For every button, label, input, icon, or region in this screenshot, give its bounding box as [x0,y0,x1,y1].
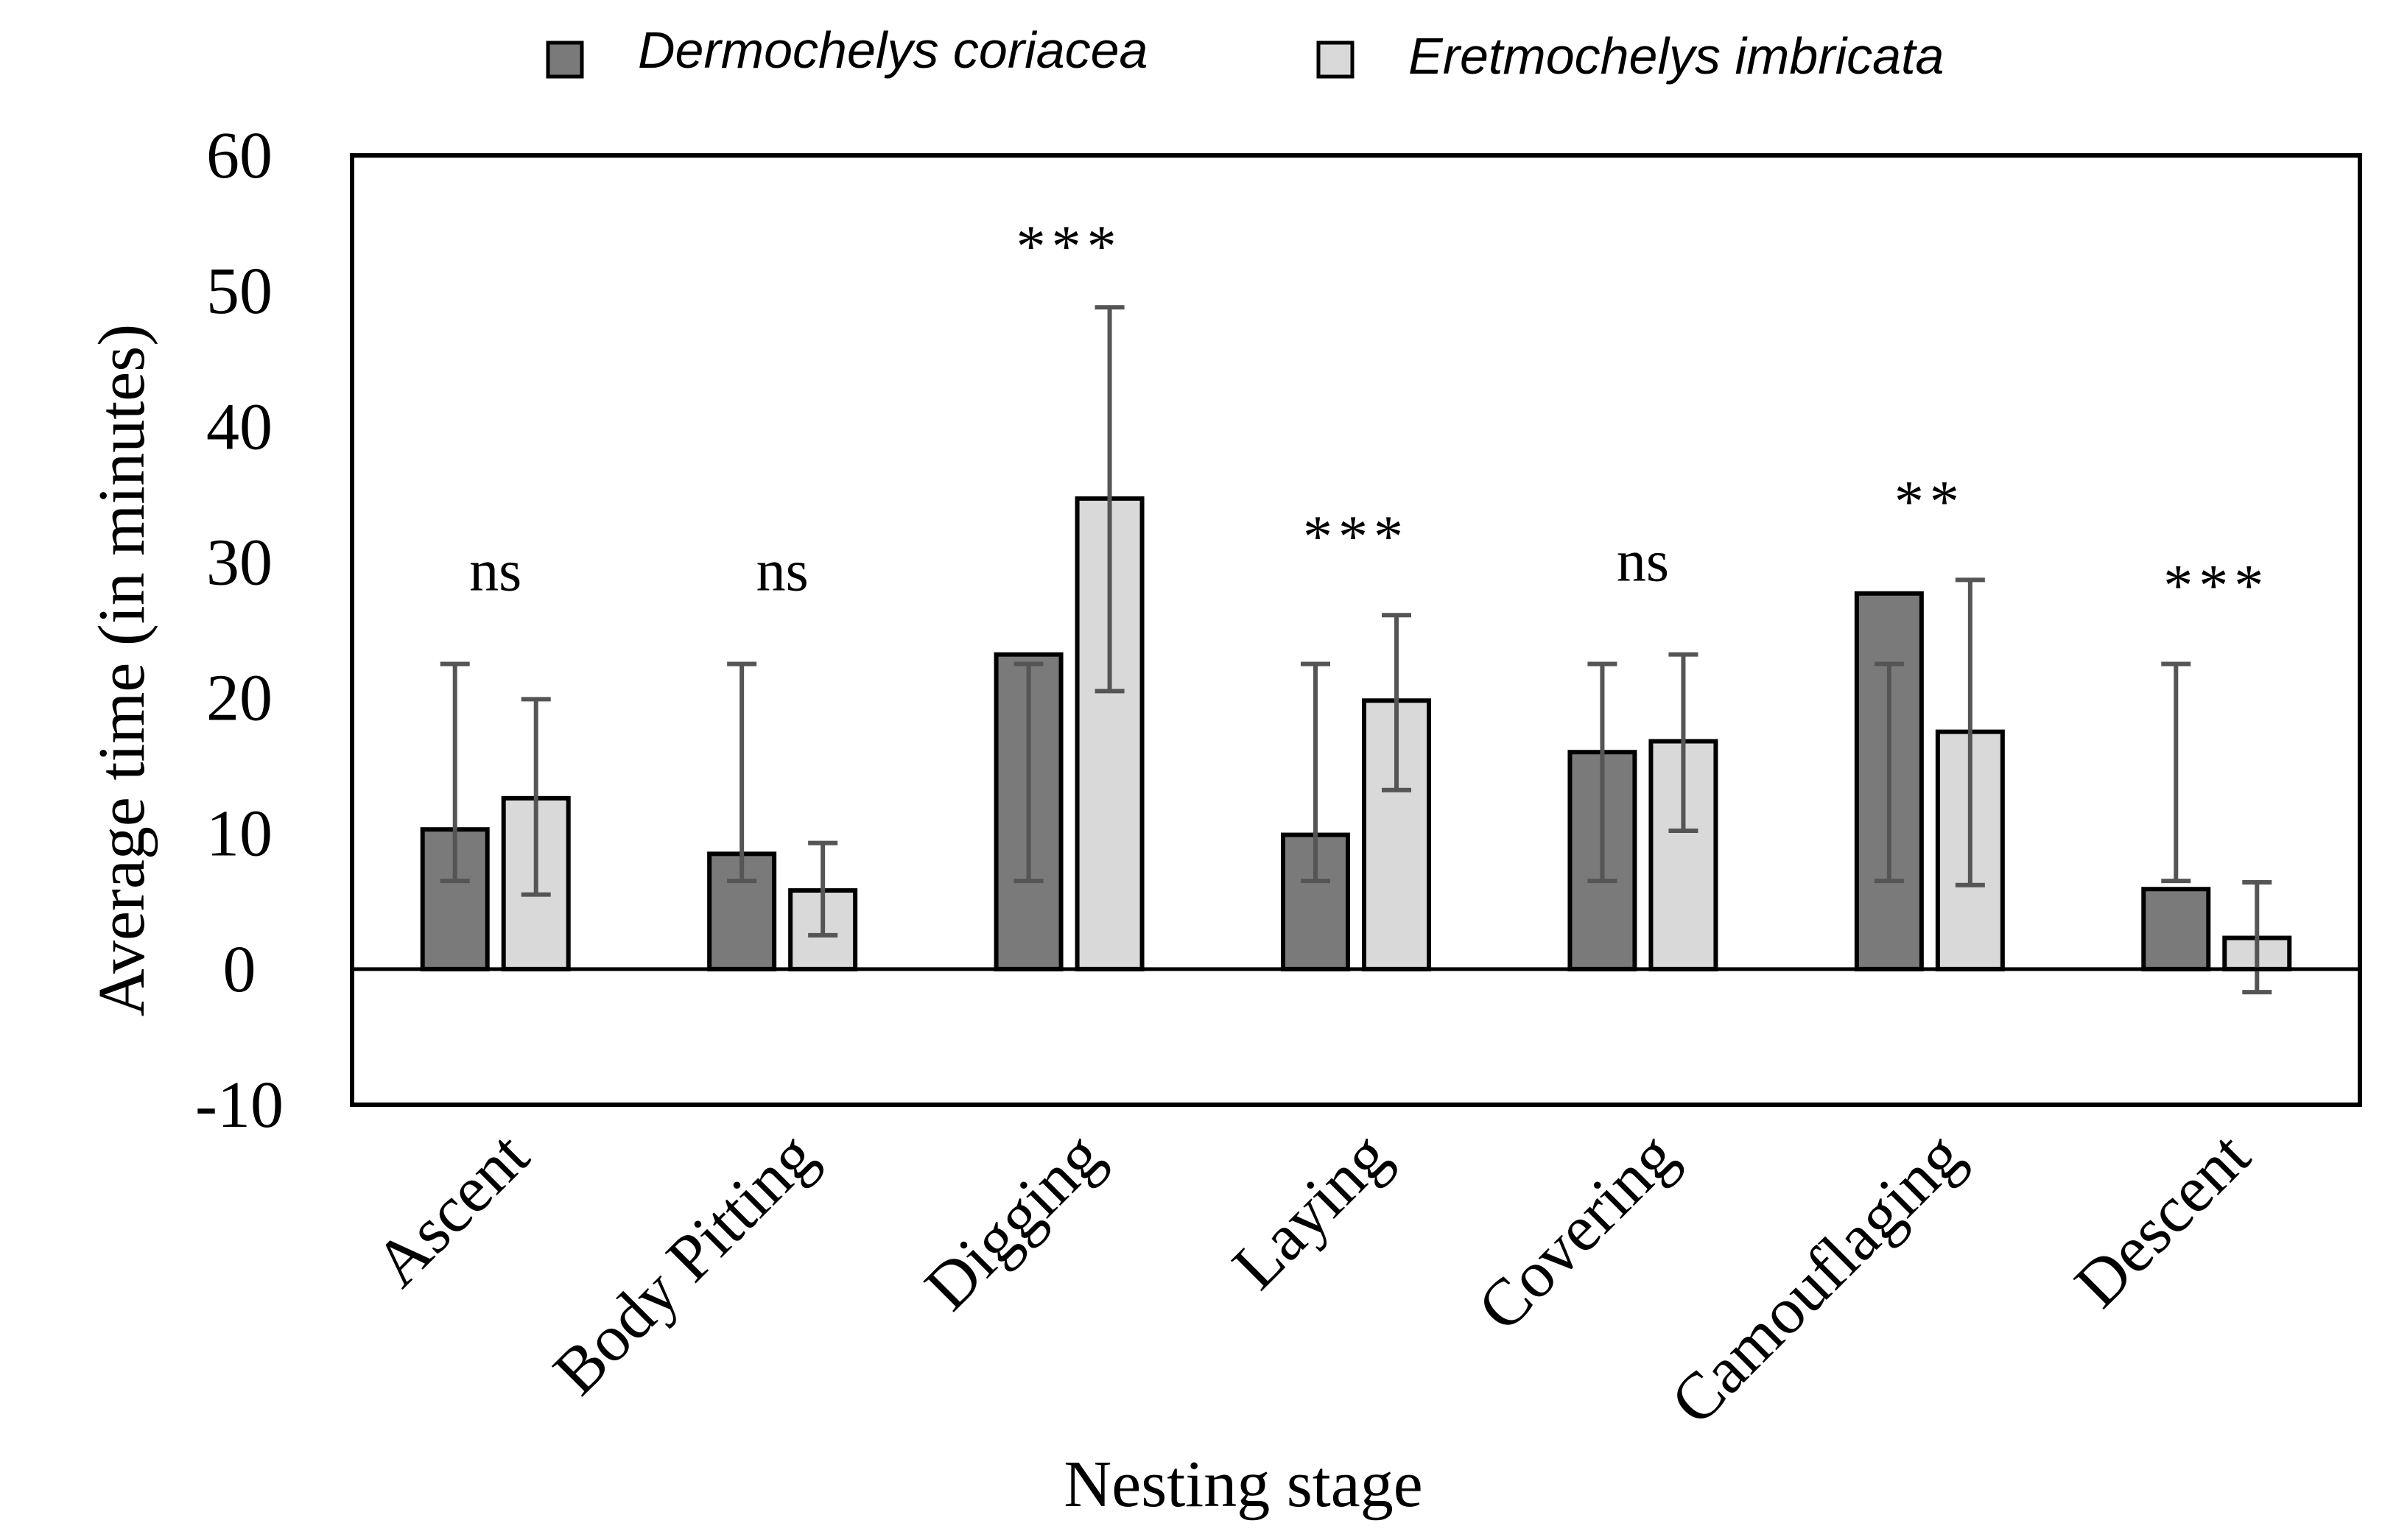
error-bar [1587,661,1617,884]
error-bar [1013,661,1044,884]
significance-label: ns [469,539,521,604]
x-tick-label: Laying [1219,1119,1403,1303]
y-tick-label: 50 [206,255,273,328]
y-tick-labels: -10 0 10 20 30 40 50 60 [195,119,284,1142]
legend-swatch-eretmochelys [1316,41,1355,79]
plot-frame [350,153,2362,1107]
legend-swatch-dermochelys [546,41,584,79]
significance-labels: ns ns****** ns***** [469,214,2269,619]
legend: Dermochelys coriacea Eretmochelys imbric… [546,21,1944,85]
x-tick-label: Covering [1464,1119,1690,1345]
x-tick-label: Descent [2061,1119,2263,1321]
bar-dermochelys [2141,887,2211,971]
error-bar [2242,880,2272,995]
error-bar [808,840,838,938]
y-tick-label: 0 [223,933,256,1006]
error-bar [1874,661,1904,884]
legend-label-eretmochelys: Eretmochelys imbricata [1408,27,1944,85]
error-bar [1668,652,1698,834]
error-bar [2161,661,2191,884]
x-axis-title: Nesting stage [1064,1448,1422,1521]
x-tick-label: Ascent [361,1119,543,1301]
error-bars [440,305,2272,995]
y-tick-label: -10 [195,1069,284,1142]
y-axis-title: Average time (in minutes) [85,324,158,1017]
legend-label-dermochelys: Dermochelys coriacea [638,21,1148,79]
error-bar [440,661,470,884]
error-bar [1382,613,1411,792]
significance-label: ** [1894,469,1965,534]
significance-label: ns [756,539,809,604]
error-bar [521,697,551,897]
y-tick-label: 20 [206,662,273,735]
y-tick-label: 10 [206,798,273,871]
error-bar [1301,661,1330,884]
significance-label: ns [1617,530,1669,594]
x-tick-label: Body Pitting [540,1119,830,1409]
y-tick-label: 30 [206,526,273,599]
significance-label: *** [2163,554,2269,619]
error-bar [1095,305,1125,694]
error-bar [727,661,757,884]
x-tick-label: Camouflaging [1657,1119,1977,1438]
x-tick-label: Digging [911,1119,1117,1324]
y-tick-label: 60 [206,119,273,192]
error-bar [1955,577,1985,887]
significance-label: *** [1016,214,1123,279]
y-tick-label: 40 [206,390,273,463]
significance-label: *** [1303,504,1409,569]
